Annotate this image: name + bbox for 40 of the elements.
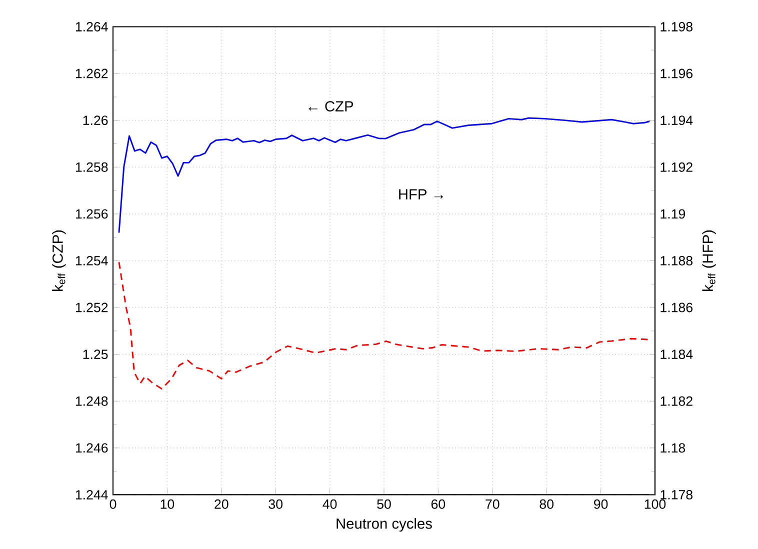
x-tick-label: 10 [160, 499, 174, 509]
line-series [118, 117, 650, 234]
y-tick-label: 1.262 [76, 68, 108, 78]
y-tick-label: 1.26 [83, 116, 108, 126]
x-tick-label: 0 [110, 499, 116, 509]
y-tick-label: 1.254 [76, 256, 108, 266]
y-tick-label: 1.246 [76, 443, 108, 453]
y2-tick-label: 1.178 [660, 490, 692, 500]
y-tick-label: 1.256 [76, 209, 108, 219]
x-tick-label: 40 [322, 499, 337, 509]
y2-tick-label: 1.196 [660, 68, 692, 78]
x-tick-label: 80 [540, 499, 554, 509]
annotation: HFP → [399, 189, 443, 200]
y2-tick-label: 1.194 [660, 116, 693, 126]
x-axis-title: Neutron cycles [336, 518, 432, 532]
y2-tick-label: 1.192 [660, 162, 692, 172]
x-tick-label: 100 [644, 499, 666, 509]
y2-axis-title: k$_{eff}$ (HFP) [702, 230, 716, 291]
y2-tick-label: 1.18 [660, 443, 686, 453]
y2-tick-label: 1.198 [660, 22, 692, 32]
y2-tick-label: 1.19 [660, 209, 686, 219]
y-tick-label: 1.264 [76, 22, 108, 32]
y-tick-label: 1.248 [76, 396, 108, 406]
y2-tick-label: 1.186 [660, 302, 692, 312]
y-tick-label: 1.258 [76, 162, 108, 172]
y-tick-label: 1.244 [76, 490, 108, 500]
y-tick-label: 1.25 [83, 350, 108, 360]
x-tick-label: 90 [594, 499, 608, 509]
x-tick-label: 70 [486, 499, 500, 509]
y2-tick-label: 1.184 [660, 350, 693, 360]
y2-tick-label: 1.188 [660, 256, 692, 266]
y2-tick-label: 1.182 [660, 396, 692, 406]
x-tick-label: 20 [214, 499, 228, 509]
x-tick-label: 30 [268, 499, 282, 509]
y-tick-label: 1.252 [76, 302, 108, 312]
x-tick-label: 60 [431, 499, 446, 509]
line-series [118, 261, 650, 390]
x-tick-label: 50 [377, 499, 391, 509]
y-axis-title: k$_{eff}$ (CZP) [52, 230, 66, 291]
annotation: ← CZP [308, 101, 354, 112]
